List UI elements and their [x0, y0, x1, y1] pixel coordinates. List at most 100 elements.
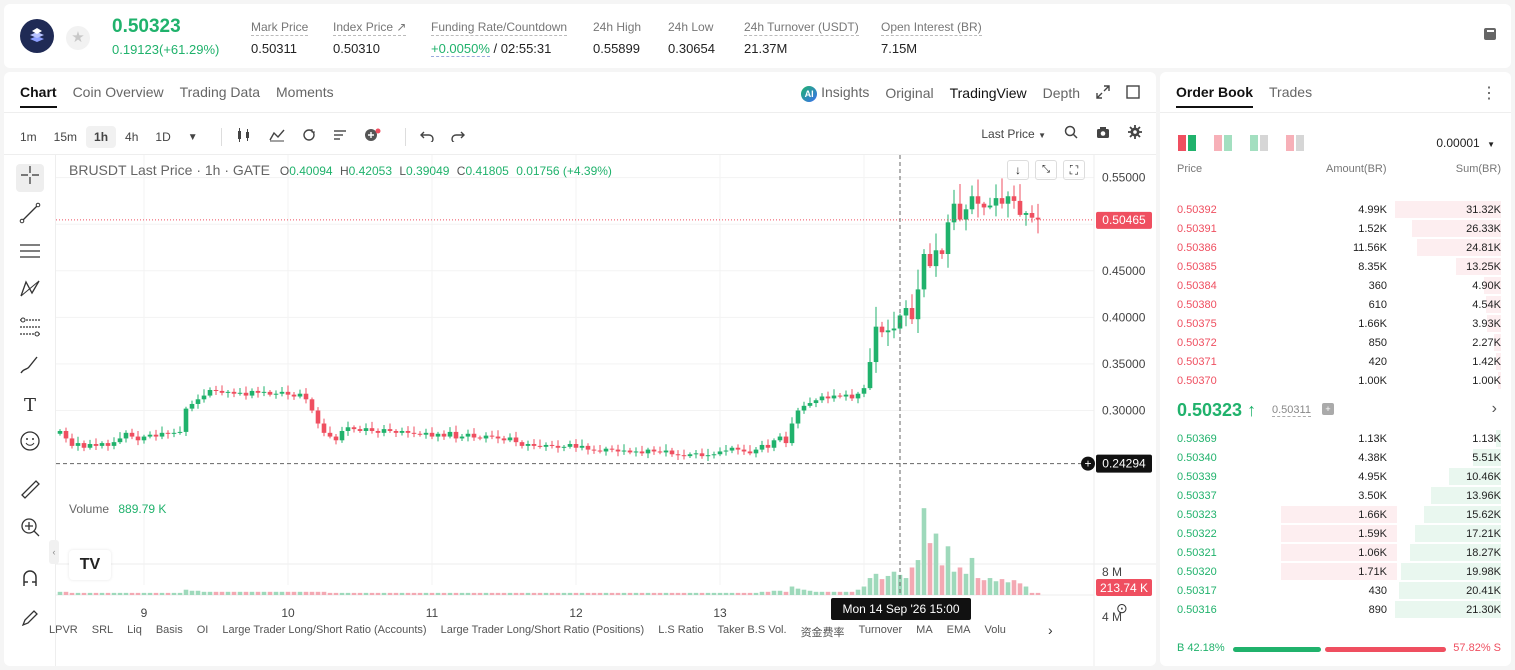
- text-tool-icon[interactable]: T: [23, 395, 36, 416]
- indicator-tab[interactable]: Turnover: [858, 624, 903, 636]
- tradingview-logo[interactable]: TV: [69, 550, 111, 580]
- fullscreen-icon[interactable]: ⛶: [1063, 160, 1085, 180]
- ask-row[interactable]: 0.50385 8.35K 13.25K: [1160, 257, 1511, 276]
- stat-label[interactable]: Index Price ↗: [333, 20, 407, 36]
- layout-asks-icon[interactable]: [1286, 135, 1304, 151]
- chevron-right-icon[interactable]: ›: [1491, 400, 1497, 417]
- emoji-icon[interactable]: [16, 430, 44, 458]
- indicator-tab[interactable]: Volu: [984, 624, 1006, 636]
- tab-trading-data[interactable]: Trading Data: [179, 84, 261, 100]
- indicator-tab[interactable]: Basis: [155, 624, 183, 636]
- bid-row[interactable]: 0.50320 1.71K 19.98K: [1160, 562, 1511, 581]
- interval-15m[interactable]: 15m: [53, 130, 78, 144]
- ruler-icon[interactable]: [16, 478, 44, 506]
- tab-chart[interactable]: Chart: [20, 84, 57, 108]
- bid-row[interactable]: 0.50369 1.13K 1.13K: [1160, 429, 1511, 448]
- indicator-tab[interactable]: MA: [916, 624, 933, 636]
- more-options-icon[interactable]: ⋮: [1481, 85, 1497, 102]
- bid-row[interactable]: 0.50322 1.59K 17.21K: [1160, 524, 1511, 543]
- arrow-down-icon[interactable]: ↓: [1007, 160, 1029, 180]
- magnet-icon[interactable]: [16, 568, 44, 596]
- ask-row[interactable]: 0.50380 610 4.54K: [1160, 295, 1511, 314]
- stat-label[interactable]: 24h Turnover (USDT): [744, 20, 859, 36]
- candle-body: [771, 440, 777, 448]
- tab-depth[interactable]: Depth: [1042, 85, 1080, 101]
- indicator-tab[interactable]: OI: [196, 624, 209, 636]
- indicator-tab[interactable]: Large Trader Long/Short Ratio (Positions…: [440, 624, 645, 636]
- notebook-icon[interactable]: [1483, 27, 1497, 41]
- trend-line-icon[interactable]: [16, 202, 44, 230]
- add-indicator-icon[interactable]: [364, 128, 382, 146]
- ask-row[interactable]: 0.50375 1.66K 3.93K: [1160, 314, 1511, 333]
- stat-label[interactable]: Mark Price: [251, 20, 309, 36]
- indicator-tab[interactable]: Large Trader Long/Short Ratio (Accounts): [222, 624, 427, 636]
- precision-select[interactable]: 0.00001 ▼: [1436, 136, 1495, 150]
- ask-row[interactable]: 0.50370 1.00K 1.00K: [1160, 371, 1511, 390]
- ask-row[interactable]: 0.50371 420 1.42K: [1160, 352, 1511, 371]
- price-chart[interactable]: 910111213140.550000.500000.450000.400000…: [56, 155, 1156, 666]
- tab-insights[interactable]: AI Insights: [801, 84, 869, 102]
- tab-moments[interactable]: Moments: [276, 84, 334, 100]
- collapse-sidebar-icon[interactable]: ‹: [49, 540, 59, 564]
- candle-type-icon[interactable]: [236, 128, 252, 146]
- layout-both-icon[interactable]: [1178, 135, 1196, 151]
- layout-bids-icon[interactable]: [1250, 135, 1268, 151]
- bid-row[interactable]: 0.50321 1.06K 18.27K: [1160, 543, 1511, 562]
- collapse-icon[interactable]: ⤡: [1035, 160, 1057, 180]
- interval-4h[interactable]: 4h: [125, 130, 139, 144]
- horizontal-lines-icon[interactable]: [16, 240, 44, 268]
- indicator-tab[interactable]: SRL: [91, 624, 114, 636]
- search-icon[interactable]: [1064, 125, 1078, 142]
- interval-dropdown-icon[interactable]: ▼: [187, 131, 198, 143]
- indicators-icon[interactable]: [269, 128, 285, 146]
- ask-row[interactable]: 0.50392 4.99K 31.32K: [1160, 200, 1511, 219]
- tab-original[interactable]: Original: [885, 85, 934, 101]
- interval-1h[interactable]: 1h: [86, 126, 117, 148]
- layout-split-icon[interactable]: [1214, 135, 1232, 151]
- pattern-icon[interactable]: [16, 278, 44, 306]
- bid-row[interactable]: 0.50317 430 20.41K: [1160, 581, 1511, 600]
- indicator-tab[interactable]: 资金费率: [800, 627, 845, 639]
- pencil-icon[interactable]: [16, 607, 44, 635]
- price-source-select[interactable]: Last Price ▼: [981, 126, 1046, 141]
- brush-icon[interactable]: [16, 354, 44, 382]
- bid-row[interactable]: 0.50337 3.50K 13.96K: [1160, 486, 1511, 505]
- bid-row[interactable]: 0.50323 1.66K 15.62K: [1160, 505, 1511, 524]
- ask-row[interactable]: 0.50384 360 4.90K: [1160, 276, 1511, 295]
- undo-icon[interactable]: [419, 129, 434, 146]
- bid-row[interactable]: 0.50316 890 21.30K: [1160, 600, 1511, 619]
- stat-label[interactable]: Open Interest (BR): [881, 20, 982, 36]
- indicator-tab[interactable]: Liq: [127, 624, 142, 636]
- indicator-tab[interactable]: L.S Ratio: [658, 624, 704, 636]
- fib-icon[interactable]: [16, 316, 44, 344]
- funding-rate-value[interactable]: +0.0050%: [431, 41, 490, 57]
- chart-settings-icon[interactable]: ⊙: [1116, 600, 1128, 616]
- stat-label[interactable]: Funding Rate/Countdown: [431, 20, 568, 36]
- templates-icon[interactable]: [333, 128, 347, 146]
- interval-1m[interactable]: 1m: [20, 130, 37, 144]
- indicator-tab[interactable]: EMA: [946, 624, 971, 636]
- tab-order-book[interactable]: Order Book: [1176, 84, 1254, 108]
- indicator-tab[interactable]: Taker B.S Vol.: [717, 624, 787, 636]
- tab-trades[interactable]: Trades: [1269, 84, 1313, 100]
- bid-row[interactable]: 0.50340 4.38K 5.51K: [1160, 448, 1511, 467]
- chevron-right-icon[interactable]: ›: [1048, 622, 1053, 638]
- ask-row[interactable]: 0.50391 1.52K 26.33K: [1160, 219, 1511, 238]
- window-icon[interactable]: [1126, 84, 1140, 102]
- replay-icon[interactable]: [302, 128, 316, 146]
- indicator-tab[interactable]: LPVR: [49, 624, 78, 636]
- legend-symbol[interactable]: BRUSDT Last Price · 1h · GATE: [69, 162, 270, 178]
- interval-1d[interactable]: 1D: [155, 130, 171, 144]
- camera-icon[interactable]: [1096, 126, 1110, 142]
- favorite-star-icon[interactable]: ★: [66, 26, 90, 50]
- ask-row[interactable]: 0.50372 850 2.27K: [1160, 333, 1511, 352]
- ask-row[interactable]: 0.50386 11.56K 24.81K: [1160, 238, 1511, 257]
- zoom-in-icon[interactable]: [16, 516, 44, 544]
- tab-coin-overview[interactable]: Coin Overview: [72, 84, 164, 100]
- gear-icon[interactable]: [1128, 125, 1142, 142]
- tab-tradingview[interactable]: TradingView: [949, 85, 1027, 101]
- redo-icon[interactable]: [450, 129, 465, 146]
- crosshair-icon[interactable]: [16, 164, 44, 192]
- expand-icon[interactable]: [1096, 84, 1110, 102]
- bid-row[interactable]: 0.50339 4.95K 10.46K: [1160, 467, 1511, 486]
